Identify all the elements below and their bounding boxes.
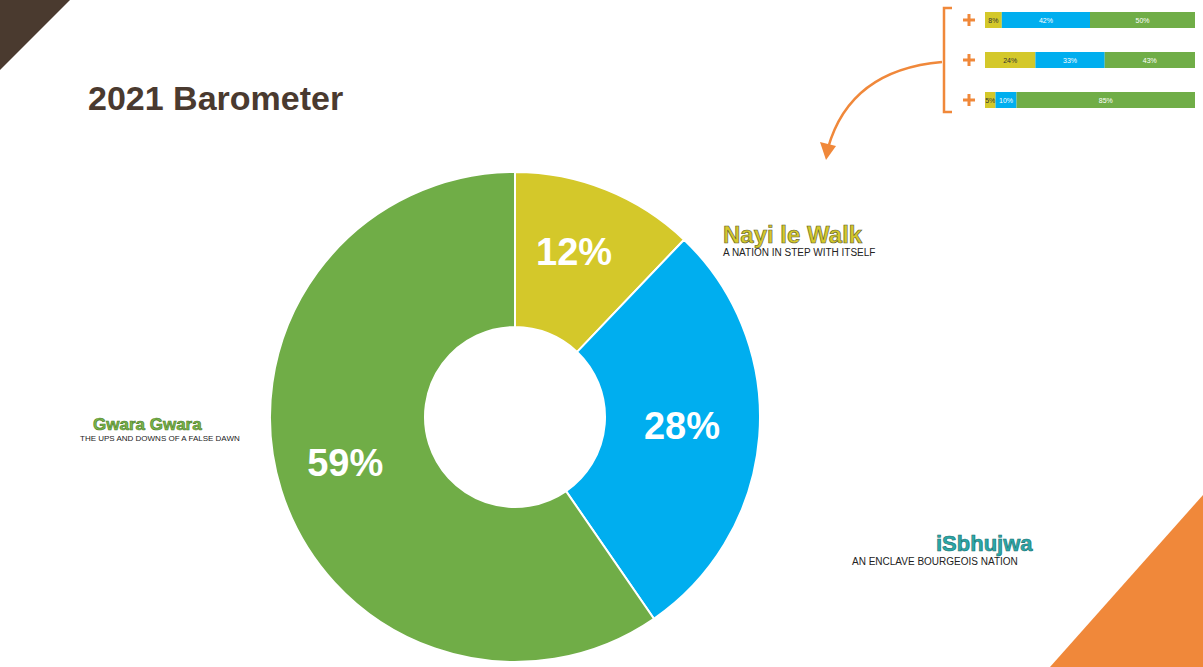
svg-text:33%: 33%: [1063, 57, 1077, 64]
svg-text:12%: 12%: [536, 231, 612, 273]
svg-text:2021 Barometer: 2021 Barometer: [88, 79, 343, 117]
svg-text:5%: 5%: [985, 97, 995, 104]
svg-text:43%: 43%: [1143, 57, 1157, 64]
svg-text:Gwara Gwara: Gwara Gwara: [93, 415, 202, 434]
svg-text:24%: 24%: [1003, 57, 1017, 64]
svg-text:59%: 59%: [307, 442, 383, 484]
svg-text:THE UPS AND DOWNS OF A FALSE D: THE UPS AND DOWNS OF A FALSE DAWN: [80, 434, 240, 443]
svg-text:28%: 28%: [644, 405, 720, 447]
svg-text:10%: 10%: [999, 97, 1013, 104]
svg-text:85%: 85%: [1099, 97, 1113, 104]
svg-text:8%: 8%: [988, 17, 998, 24]
svg-text:Nayi le Walk: Nayi le Walk: [723, 221, 863, 248]
svg-text:iSbhujwa: iSbhujwa: [936, 531, 1033, 556]
svg-text:42%: 42%: [1039, 17, 1053, 24]
svg-text:AN ENCLAVE BOURGEOIS NATION: AN ENCLAVE BOURGEOIS NATION: [852, 556, 1018, 567]
svg-text:50%: 50%: [1135, 17, 1149, 24]
svg-text:A NATION IN STEP WITH ITSELF: A NATION IN STEP WITH ITSELF: [723, 247, 875, 258]
